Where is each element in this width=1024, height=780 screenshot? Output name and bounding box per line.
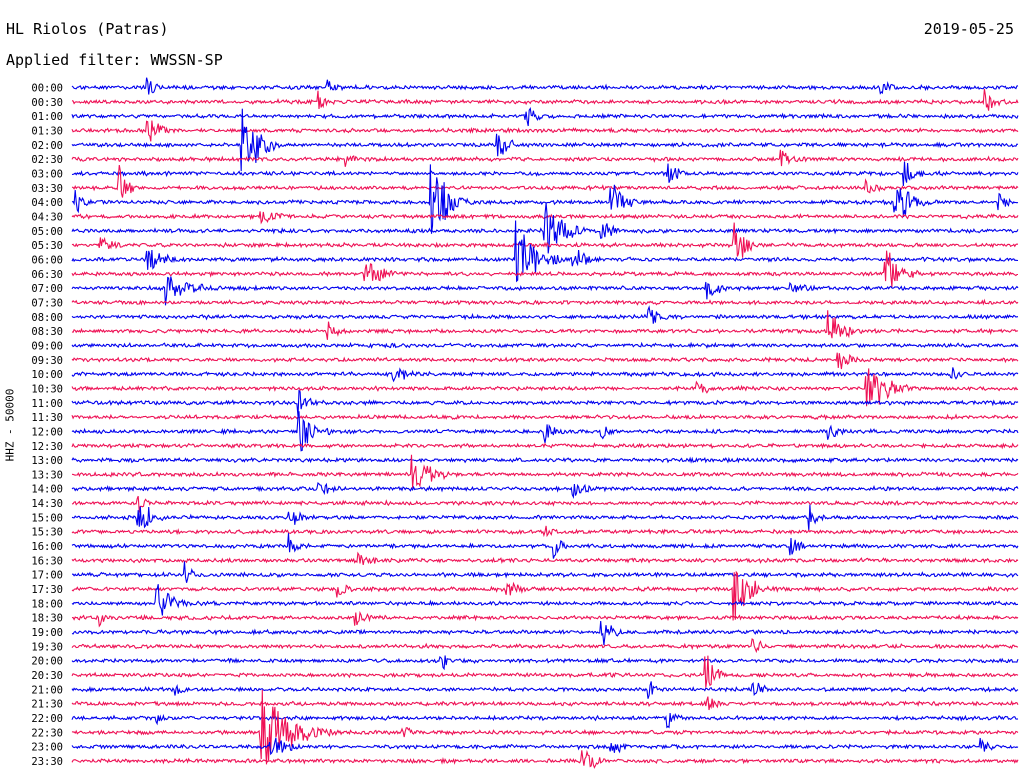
- row-time-label: 01:30: [31, 125, 63, 137]
- seismogram-trace: [71, 525, 1019, 538]
- row-time-label: 15:30: [31, 527, 63, 539]
- seismogram-trace: [71, 161, 1019, 186]
- seismogram-trace: [71, 570, 1019, 621]
- row-time-label: 10:00: [31, 369, 63, 381]
- seismogram-trace: [71, 454, 1019, 489]
- station-title: HL Riolos (Patras): [6, 20, 169, 38]
- seismogram-trace: [71, 352, 1019, 370]
- row-time-label: 12:00: [31, 426, 63, 438]
- row-time-label: 22:30: [31, 727, 63, 739]
- row-time-label: 12:30: [31, 441, 63, 453]
- date-label: 2019-05-25: [923, 20, 1014, 38]
- seismogram-trace: [71, 108, 1019, 172]
- row-time-label: 03:30: [31, 183, 63, 195]
- row-time-label: 08:00: [31, 312, 63, 324]
- row-time-label: 19:30: [31, 641, 63, 653]
- row-time-label: 02:30: [31, 154, 63, 166]
- row-time-label: 13:00: [31, 455, 63, 467]
- seismogram-trace: [71, 88, 1019, 111]
- seismogram-trace: [71, 737, 1019, 756]
- row-time-label: 17:00: [31, 570, 63, 582]
- row-time-label: 23:00: [31, 742, 63, 754]
- seismogram-trace: [71, 551, 1019, 566]
- seismogram-trace: [71, 655, 1019, 671]
- row-time-label: 18:00: [31, 598, 63, 610]
- row-time-label: 20:30: [31, 670, 63, 682]
- seismogram-trace: [71, 164, 1019, 234]
- seismogram-trace: [71, 696, 1019, 711]
- row-time-label: 09:00: [31, 340, 63, 352]
- row-time-label: 04:30: [31, 211, 63, 223]
- row-time-label: 11:30: [31, 412, 63, 424]
- seismogram-trace: [71, 504, 1019, 531]
- seismogram-trace: [71, 495, 1019, 513]
- seismogram-trace: [71, 149, 1019, 167]
- row-time-label: 11:00: [31, 398, 63, 410]
- row-time-label: 03:00: [31, 168, 63, 180]
- row-time-label: 13:30: [31, 469, 63, 481]
- row-time-label: 21:00: [31, 684, 63, 696]
- seismogram-trace: [71, 77, 1019, 95]
- row-time-label: 17:30: [31, 584, 63, 596]
- row-time-label: 16:00: [31, 541, 63, 553]
- row-time-label: 00:30: [31, 97, 63, 109]
- seismogram-trace: [71, 202, 1019, 254]
- seismogram-trace: [71, 120, 1019, 142]
- row-time-label: 18:30: [31, 613, 63, 625]
- row-time-label: 05:30: [31, 240, 63, 252]
- row-time-label: 06:00: [31, 254, 63, 266]
- seismogram-trace: [71, 310, 1019, 340]
- seismogram-trace: [71, 620, 1019, 646]
- row-time-label: 09:30: [31, 355, 63, 367]
- row-time-label: 04:00: [31, 197, 63, 209]
- row-time-label: 14:00: [31, 484, 63, 496]
- seismogram-trace: [71, 106, 1019, 127]
- seismogram-trace: [71, 689, 1019, 765]
- seismogram-trace: [71, 413, 1019, 421]
- seismogram-trace: [71, 165, 1019, 198]
- seismogram-trace: [71, 584, 1019, 616]
- seismogram-trace: [71, 749, 1019, 769]
- seismogram-trace: [71, 250, 1018, 288]
- seismogram-trace: [71, 638, 1019, 654]
- row-time-label: 08:30: [31, 326, 63, 338]
- row-time-label: 23:30: [31, 756, 63, 768]
- row-time-label: 16:30: [31, 555, 63, 567]
- seismogram-trace: [71, 389, 1019, 417]
- row-time-label: 06:30: [31, 269, 63, 281]
- row-time-label: 00:00: [31, 83, 63, 95]
- seismogram-trace: [71, 368, 1019, 407]
- seismogram-trace: [71, 533, 1019, 559]
- row-time-label: 15:00: [31, 512, 63, 524]
- seismogram-trace: [71, 713, 1019, 729]
- row-time-label: 10:30: [31, 383, 63, 395]
- seismogram-trace: [71, 681, 1019, 699]
- filter-label: Applied filter: WWSSN-SP: [6, 51, 223, 69]
- row-time-label: 14:30: [31, 498, 63, 510]
- seismogram-trace: [71, 305, 1019, 324]
- row-time-label: 07:00: [31, 283, 63, 295]
- seismogram-trace: [71, 610, 1019, 628]
- seismogram-trace: [71, 456, 1019, 464]
- row-time-label: 02:00: [31, 140, 63, 152]
- seismogram-trace: [72, 561, 1019, 583]
- row-time-label: 21:30: [31, 699, 63, 711]
- row-time-label: 05:00: [31, 226, 63, 238]
- seismogram-trace: [71, 655, 1019, 688]
- seismogram-trace: [71, 481, 1019, 500]
- row-time-label: 22:00: [31, 713, 63, 725]
- seismogram-trace: [71, 222, 1019, 258]
- seismogram-trace: [71, 220, 1019, 283]
- row-time-label: 07:30: [31, 297, 63, 309]
- row-time-label: 01:00: [31, 111, 63, 123]
- seismogram-trace: [71, 442, 1019, 450]
- seismogram-trace: [71, 298, 1019, 306]
- seismogram-trace: [71, 367, 1019, 383]
- seismogram-trace: [71, 341, 1019, 349]
- seismogram-trace: [71, 276, 1019, 306]
- row-time-label: 19:00: [31, 627, 63, 639]
- row-time-label: 20:00: [31, 656, 63, 668]
